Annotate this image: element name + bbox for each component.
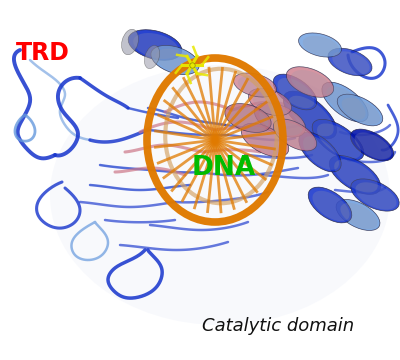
Ellipse shape (128, 30, 182, 60)
Ellipse shape (299, 132, 341, 172)
Ellipse shape (234, 73, 276, 97)
Ellipse shape (144, 45, 160, 69)
Text: Catalytic domain: Catalytic domain (202, 316, 354, 334)
Ellipse shape (342, 98, 380, 125)
Ellipse shape (156, 49, 196, 73)
Ellipse shape (340, 203, 378, 229)
Text: DNA: DNA (192, 155, 256, 181)
Ellipse shape (303, 36, 339, 56)
Ellipse shape (312, 119, 364, 161)
Ellipse shape (241, 123, 289, 157)
Ellipse shape (332, 51, 370, 75)
Ellipse shape (248, 88, 292, 116)
Ellipse shape (273, 74, 317, 110)
Point (189, 62, 195, 68)
Ellipse shape (322, 82, 368, 122)
Ellipse shape (151, 45, 199, 75)
Ellipse shape (288, 96, 334, 136)
Ellipse shape (238, 76, 274, 96)
Ellipse shape (328, 48, 372, 76)
Ellipse shape (303, 136, 339, 170)
Ellipse shape (286, 67, 334, 97)
Ellipse shape (298, 33, 342, 57)
Ellipse shape (283, 91, 337, 139)
Ellipse shape (350, 129, 394, 161)
Ellipse shape (356, 182, 396, 210)
Text: TRD: TRD (16, 40, 70, 64)
Ellipse shape (253, 91, 289, 114)
Ellipse shape (50, 65, 390, 325)
Ellipse shape (254, 103, 306, 137)
Ellipse shape (273, 119, 317, 151)
Ellipse shape (229, 107, 269, 131)
Ellipse shape (329, 156, 381, 194)
Ellipse shape (246, 127, 286, 155)
Ellipse shape (278, 122, 314, 149)
Ellipse shape (291, 70, 331, 96)
Ellipse shape (133, 33, 179, 59)
Ellipse shape (355, 132, 391, 159)
Ellipse shape (225, 104, 271, 132)
Ellipse shape (259, 106, 303, 136)
Ellipse shape (326, 86, 366, 120)
Ellipse shape (312, 191, 350, 221)
Ellipse shape (337, 94, 383, 126)
Ellipse shape (336, 199, 380, 230)
Ellipse shape (122, 29, 138, 55)
Ellipse shape (351, 179, 399, 211)
Ellipse shape (317, 123, 361, 158)
Ellipse shape (308, 187, 352, 223)
Ellipse shape (334, 159, 378, 193)
Ellipse shape (278, 78, 314, 108)
